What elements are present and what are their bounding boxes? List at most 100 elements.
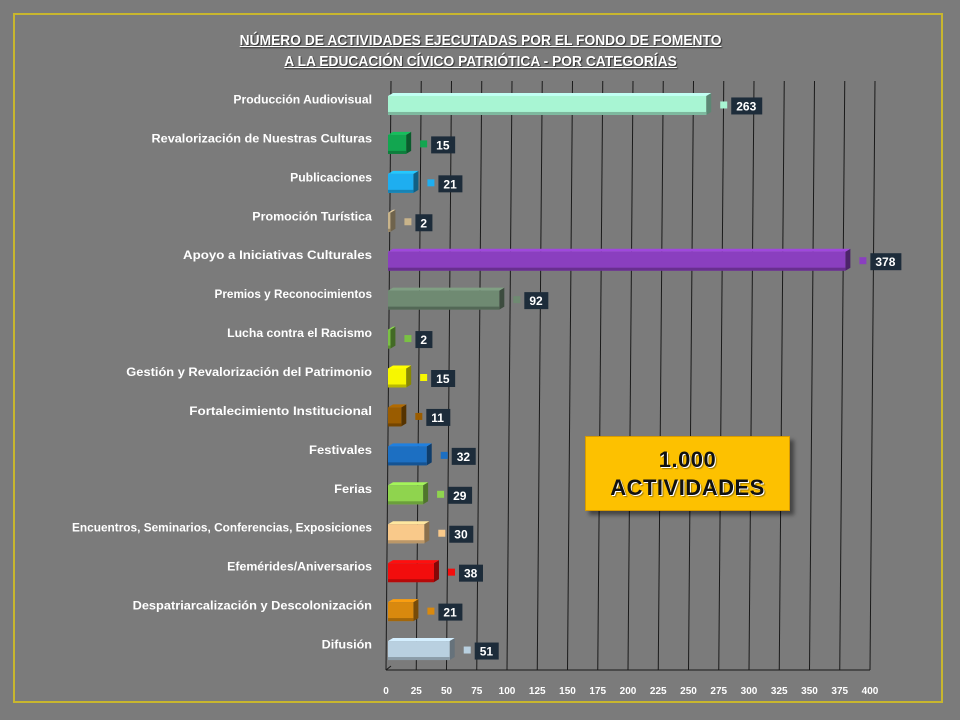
- bar-top-8: [388, 404, 407, 408]
- data-label-7: 15: [436, 372, 450, 386]
- bar-side-10: [423, 482, 429, 505]
- category-label-8: Fortalecimiento Institucional: [189, 404, 372, 418]
- bar-3: [388, 212, 391, 232]
- data-label-10: 29: [453, 489, 467, 503]
- category-label-5: Premios y Reconocimientos: [215, 287, 373, 301]
- gridline-8: [627, 80, 634, 671]
- bar-shade-2: [388, 189, 414, 193]
- chart-title: NÚMERO DE ACTIVIDADES EJECUTADAS POR EL …: [39, 30, 922, 72]
- data-label-key-4: [859, 257, 867, 265]
- bar-side-3: [390, 209, 396, 232]
- data-label-14: 51: [480, 645, 494, 659]
- bar-side-0: [706, 92, 712, 115]
- x-tick-label-9: 225: [650, 686, 667, 697]
- bar-top-6: [388, 326, 396, 330]
- data-label-key-11: [438, 529, 446, 537]
- x-tick-label-15: 375: [831, 686, 848, 697]
- x-tick-label-5: 125: [529, 686, 546, 697]
- data-label-box-12: [458, 564, 483, 582]
- category-label-1: Revalorización de Nuestras Culturas: [152, 131, 373, 145]
- bar-shade-3: [388, 228, 391, 232]
- total-callout: 1.000 ACTIVIDADES: [585, 436, 790, 511]
- bar-shade-5: [388, 306, 500, 310]
- data-label-box-6: [415, 331, 433, 349]
- data-label-key-14: [463, 646, 471, 654]
- data-label-key-6: [404, 335, 412, 343]
- gridline-11: [718, 80, 725, 671]
- chart-title-line-2: A LA EDUCACIÓN CÍVICO PATRIÓTICA - POR C…: [284, 53, 677, 70]
- bar-14: [388, 641, 450, 661]
- data-label-8: 11: [431, 411, 444, 425]
- data-label-1: 15: [436, 138, 450, 152]
- data-label-13: 21: [443, 606, 457, 620]
- data-label-key-8: [415, 412, 423, 420]
- bar-shade-14: [388, 657, 450, 661]
- bar-top-11: [388, 521, 430, 525]
- bar-top-13: [388, 599, 419, 603]
- bar-top-2: [388, 170, 419, 174]
- total-callout-value: 1.000: [658, 446, 717, 472]
- bar-4: [388, 251, 846, 271]
- bar-side-5: [499, 287, 505, 310]
- data-label-key-12: [447, 568, 455, 576]
- bar-side-8: [401, 404, 407, 427]
- bar-10: [388, 485, 424, 505]
- data-label-key-9: [440, 451, 448, 459]
- bar-8: [388, 407, 402, 427]
- category-label-9: Festivales: [309, 443, 372, 457]
- bar-12: [388, 563, 434, 583]
- data-label-box-7: [431, 370, 456, 387]
- gridline-9: [657, 80, 664, 671]
- data-label-9: 32: [457, 450, 471, 464]
- gridline-7: [597, 80, 604, 671]
- bar-shade-13: [388, 618, 414, 622]
- bar-side-14: [449, 638, 455, 661]
- bar-2: [388, 173, 414, 193]
- data-label-key-2: [427, 179, 435, 187]
- data-label-12: 38: [464, 567, 478, 581]
- bar-shade-9: [388, 462, 427, 466]
- bar-shade-7: [388, 384, 407, 388]
- x-tick-label-16: 400: [862, 686, 879, 697]
- gridline-13: [778, 80, 785, 671]
- bar-shade-12: [388, 579, 434, 583]
- bar-9: [388, 446, 427, 466]
- category-label-7: Gestión y Revalorización del Patrimonio: [126, 365, 372, 379]
- bar-top-1: [388, 131, 412, 135]
- bar-side-11: [424, 521, 430, 544]
- bar-side-6: [390, 326, 396, 349]
- gridline-15: [839, 80, 846, 671]
- data-label-box-8: [426, 408, 451, 426]
- category-label-11: Encuentros, Seminarios, Conferencias, Ex…: [72, 521, 372, 535]
- data-label-box-11: [449, 525, 474, 543]
- bar-top-9: [388, 443, 432, 447]
- gridline-14: [809, 80, 815, 671]
- gridline-10: [688, 80, 694, 671]
- chart-title-line-1: NÚMERO DE ACTIVIDADES EJECUTADAS POR EL …: [239, 32, 722, 49]
- x-tick-label-3: 75: [471, 686, 483, 697]
- data-label-box-4: [870, 253, 902, 271]
- gridline-6: [567, 80, 573, 671]
- gridline-12: [748, 80, 755, 671]
- category-label-2: Publicaciones: [290, 170, 372, 184]
- data-label-6: 2: [420, 333, 427, 347]
- data-label-key-7: [420, 374, 428, 381]
- bar-top-10: [388, 482, 429, 486]
- x-tick-label-7: 175: [589, 686, 606, 697]
- bar-side-4: [845, 248, 851, 271]
- gridline-4: [506, 80, 513, 671]
- data-label-box-3: [415, 214, 433, 232]
- data-label-4: 378: [875, 255, 895, 269]
- x-tick-label-8: 200: [620, 686, 637, 697]
- data-label-11: 30: [454, 528, 468, 542]
- bar-shade-0: [388, 111, 707, 115]
- x-tick-label-10: 250: [680, 686, 697, 697]
- bar-shade-8: [388, 423, 402, 427]
- data-label-5: 92: [529, 294, 543, 308]
- x-tick-label-0: 0: [383, 686, 389, 697]
- bar-shade-11: [388, 540, 425, 544]
- bar-1: [388, 134, 407, 154]
- bar-side-7: [406, 365, 412, 388]
- x-tick-label-11: 275: [710, 686, 727, 697]
